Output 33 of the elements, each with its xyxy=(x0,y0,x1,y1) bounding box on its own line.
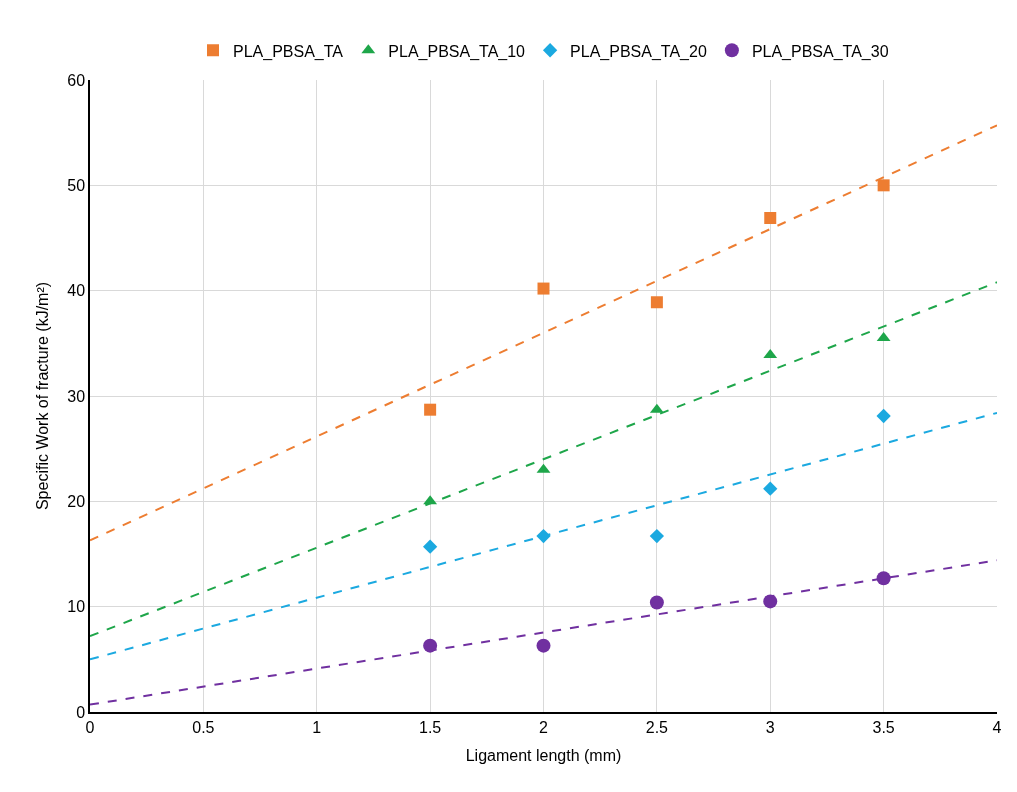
point xyxy=(876,408,891,424)
point xyxy=(649,595,664,610)
y-axis-title: Specific Work of fracture (kJ/m²) xyxy=(33,281,51,511)
point xyxy=(649,528,665,544)
y-tick-label: 40 xyxy=(67,282,86,300)
y-tick-label: 20 xyxy=(67,492,86,510)
point xyxy=(650,296,663,309)
x-tick-label: 4 xyxy=(992,718,1002,736)
point xyxy=(877,179,890,192)
y-tick-label: 60 xyxy=(67,71,86,89)
x-tick-label: 3 xyxy=(765,718,775,736)
y-tick-label: 10 xyxy=(67,598,86,616)
legend-label: PLA_PBSA_TA_30 xyxy=(751,42,889,61)
y-tick-label: 0 xyxy=(76,703,86,721)
point xyxy=(537,282,550,295)
legend-label: PLA_PBSA_TA_20 xyxy=(570,42,707,61)
point xyxy=(424,403,437,416)
x-tick-label: 2 xyxy=(539,718,549,736)
point xyxy=(764,211,777,224)
y-tick-label: 50 xyxy=(67,176,86,194)
x-axis-title: Ligament length (mm) xyxy=(465,747,622,765)
x-tick-label: 1.5 xyxy=(419,718,442,736)
y-tick-label: 30 xyxy=(67,387,86,405)
point xyxy=(536,638,551,653)
x-tick-label: 1 xyxy=(312,718,322,736)
point xyxy=(876,571,891,586)
point xyxy=(422,539,438,554)
legend-label: PLA_PBSA_TA_10 xyxy=(388,42,526,61)
legend-label: PLA_PBSA_TA xyxy=(233,42,344,61)
x-tick-label: 0.5 xyxy=(192,718,215,736)
point xyxy=(763,481,778,496)
x-tick-label: 3.5 xyxy=(872,718,895,736)
x-tick-label: 2.5 xyxy=(645,718,669,736)
